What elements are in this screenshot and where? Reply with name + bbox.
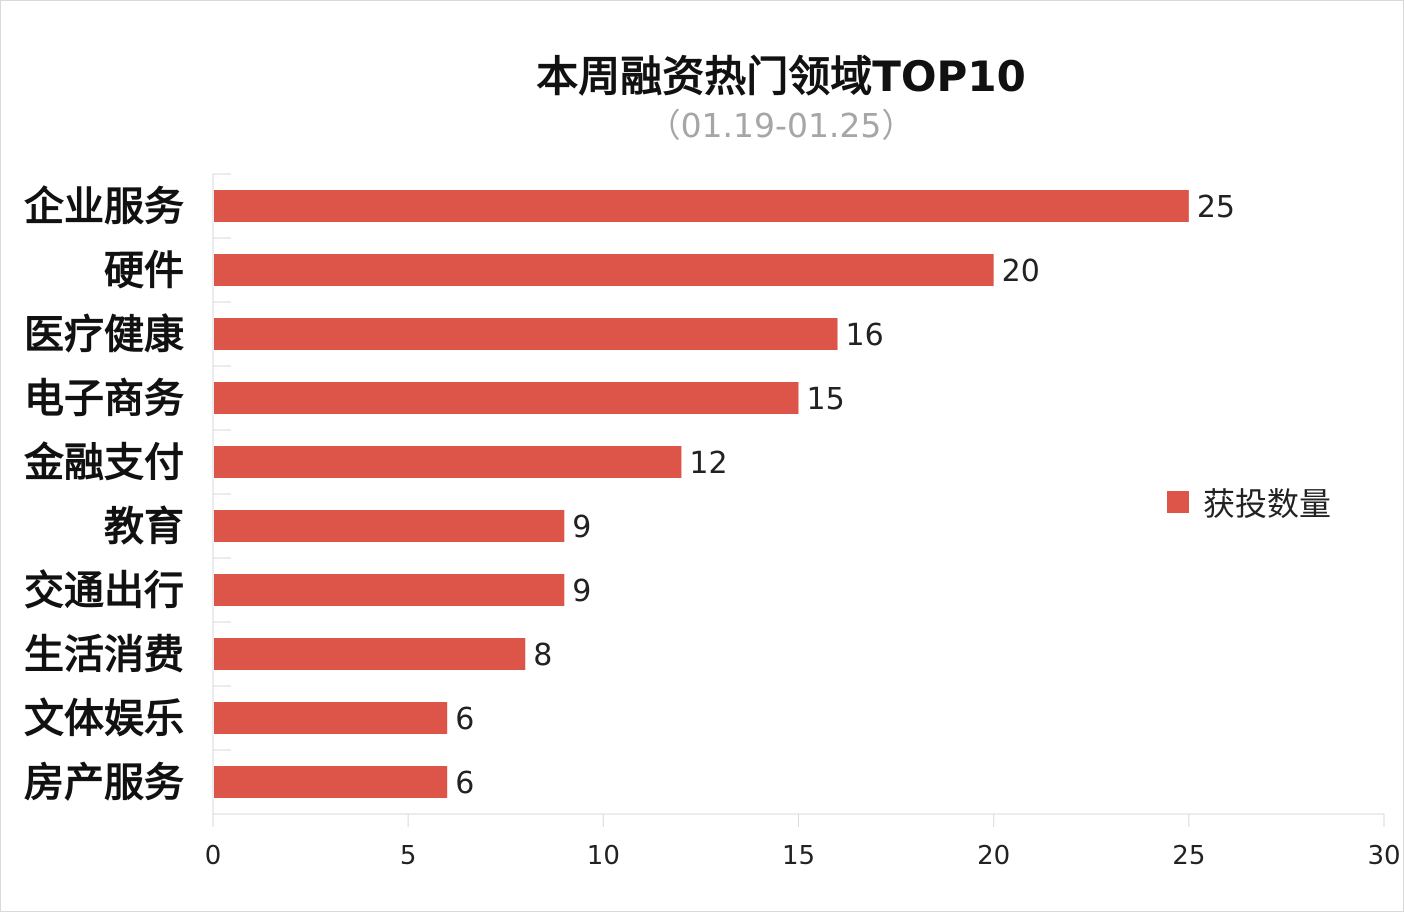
bar	[214, 318, 838, 350]
x-tick-label: 5	[400, 841, 417, 871]
category-label: 教育	[104, 504, 184, 550]
category-label: 电子商务	[24, 376, 184, 422]
value-label: 6	[455, 702, 474, 737]
category-label: 交通出行	[24, 568, 184, 614]
x-tick-label: 0	[205, 841, 222, 871]
bar	[214, 446, 682, 478]
bar	[214, 190, 1189, 222]
bar	[214, 702, 448, 734]
bar	[214, 766, 448, 798]
value-label: 12	[689, 446, 727, 481]
value-label: 8	[533, 638, 552, 673]
x-tick-label: 25	[1172, 841, 1205, 871]
value-label: 15	[807, 382, 845, 417]
value-label: 20	[1002, 254, 1040, 289]
category-label: 金融支付	[23, 440, 184, 486]
legend-label: 获投数量	[1203, 485, 1332, 523]
x-tick-label: 10	[587, 841, 620, 871]
chart-title: 本周融资热门领域TOP10	[536, 52, 1026, 101]
category-label: 硬件	[104, 248, 184, 294]
bar	[214, 254, 994, 286]
category-label: 医疗健康	[24, 312, 184, 358]
x-tick-label: 15	[782, 841, 815, 871]
bar	[214, 638, 526, 670]
legend-swatch	[1167, 491, 1189, 513]
value-label: 25	[1197, 190, 1235, 225]
bar	[214, 382, 799, 414]
category-label: 房产服务	[24, 760, 184, 806]
x-tick-label: 30	[1367, 841, 1400, 871]
value-label: 16	[846, 318, 884, 353]
value-label: 9	[572, 510, 591, 545]
legend: 获投数量	[1167, 479, 1331, 525]
value-label: 6	[455, 766, 474, 801]
x-tick-label: 20	[977, 841, 1010, 871]
bar	[214, 510, 565, 542]
chart-subtitle: （01.19-01.25）	[647, 106, 915, 145]
category-label: 企业服务	[24, 184, 184, 230]
value-label: 9	[572, 574, 591, 609]
category-label: 生活消费	[24, 632, 184, 678]
category-label: 文体娱乐	[24, 696, 184, 742]
bar	[214, 574, 565, 606]
axis-layer: 0 5 10 15 20 25 30 企业服务硬件医疗健康电子商务金融支付教育交通出行生活消费…	[23, 173, 1401, 871]
